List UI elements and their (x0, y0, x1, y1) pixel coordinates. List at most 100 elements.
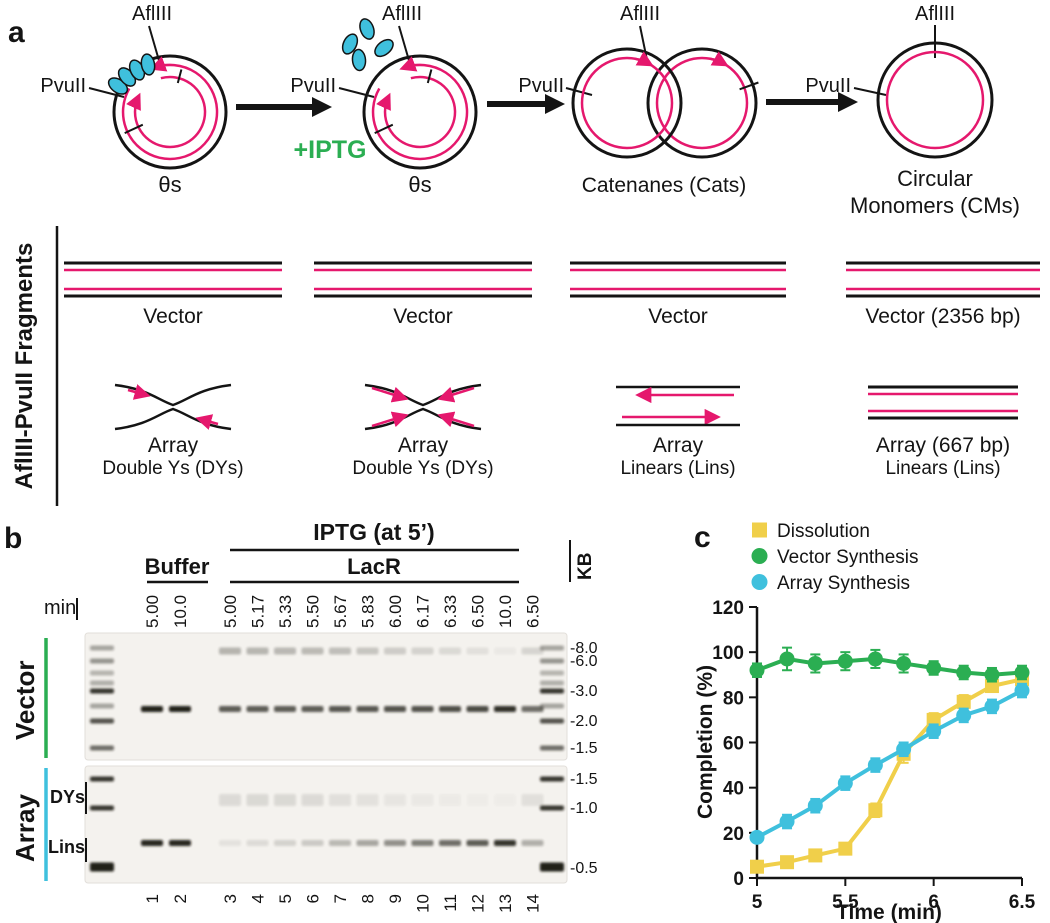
sample-band (411, 647, 434, 655)
sample-band (521, 647, 544, 655)
array-fragment-sublabel: Double Ys (DYs) (102, 458, 243, 479)
gel-surface (84, 765, 568, 884)
sample-band (384, 794, 406, 806)
y-axis-title: Completion (%) (694, 665, 717, 819)
sample-band (411, 840, 434, 846)
size-marker-label: -8.0 (570, 640, 598, 657)
lane-time-label: 6.17 (414, 595, 433, 628)
panel-c-label: c (694, 521, 711, 554)
data-point-square (750, 859, 764, 874)
lane-number-label: 7 (331, 894, 350, 903)
lane-time-label: 10.0 (496, 595, 515, 628)
data-point-square (808, 848, 823, 863)
chart-axes (755, 607, 1022, 880)
aflIII-label: AflIII (132, 3, 172, 25)
synthesis-arrow (371, 411, 409, 428)
step-arrow-2 (487, 94, 565, 114)
y-tick-label: 0 (733, 869, 744, 890)
kb-ladder-label: KB (575, 553, 596, 580)
legend-marker (751, 548, 768, 564)
lane-time-label: 10.0 (171, 595, 190, 628)
data-point-circle (779, 651, 795, 667)
min-axis-label: min (44, 597, 76, 619)
synthesis-arrow (127, 384, 151, 400)
lane-number-label: 14 (524, 894, 543, 913)
ladder-band (90, 862, 114, 872)
theta-released-diagram: AflIII PvuII θs (290, 3, 478, 197)
ladder-band (540, 805, 564, 811)
data-point-circle (749, 829, 765, 845)
data-point-square (868, 803, 883, 818)
size-marker-label: -1.5 (570, 740, 598, 757)
data-point-square (984, 679, 999, 694)
ladder-band (540, 658, 564, 664)
completion-chart: 0 20 40 60 80 100 120 5 5.5 6 6.5 (712, 598, 1035, 913)
data-point-circle (956, 707, 972, 723)
vector-gel-row-label: Vector (10, 661, 40, 741)
array-fragment-sublabel: Linears (Lins) (885, 458, 1000, 479)
synthesis-direction-arrow (709, 51, 729, 67)
array-fragment-sublabel: Double Ys (DYs) (352, 458, 493, 479)
lane-number-label: 4 (249, 894, 268, 903)
data-point-circle (896, 655, 912, 671)
lane-number-label: 11 (441, 894, 460, 912)
x-axis-title: Time (min) (836, 901, 942, 923)
ladder-band (90, 718, 114, 724)
size-marker-label: -6.0 (570, 653, 598, 670)
sample-band (329, 706, 351, 712)
vector-fragment-label: Vector (143, 305, 203, 328)
gel-bands (90, 776, 564, 872)
vector-fragment-label: Vector (2356 bp) (865, 305, 1020, 328)
sample-band (521, 840, 544, 846)
sample-band (169, 706, 191, 712)
catenanes-diagram: AflIII PvuII Catenanes (Cats) (518, 3, 759, 197)
catenane-ring-left (571, 47, 683, 159)
data-point-circle (807, 655, 823, 671)
sample-band (301, 794, 324, 806)
panel-b-label: b (4, 522, 22, 555)
array-fragment-label: Array (398, 434, 449, 457)
arrow-head (838, 92, 858, 112)
ladder-band (540, 670, 564, 676)
size-marker-label: -1.5 (570, 771, 598, 788)
lacr-blob (359, 18, 375, 40)
data-point-square (956, 694, 971, 709)
lane-time-label: 6.50 (469, 595, 488, 628)
ladder-band (540, 680, 564, 686)
panel-c: c Dissolution Vector Synthesis Array Synth… (694, 521, 1036, 923)
restriction-site-tick (176, 69, 183, 84)
sample-band (466, 647, 489, 655)
lane-number-labels: 1 2 3 4 5 6 7 8 9 10 11 12 13 14 (143, 894, 543, 913)
legend-label: Dissolution (777, 521, 870, 542)
sample-band (301, 647, 324, 655)
sample-band (494, 647, 516, 655)
iptg-addition-label: +IPTG (294, 136, 367, 164)
pvuII-site-tick (338, 87, 375, 98)
theta-with-lacr-diagram: AflIII PvuII θs (40, 3, 228, 197)
synthesis-arrow (437, 386, 475, 403)
lane-time-label: 5.67 (331, 595, 350, 628)
pvuII-site-tick (565, 87, 593, 96)
lane-number-label: 9 (386, 894, 405, 903)
ladder-band (540, 718, 564, 724)
data-point-square (926, 712, 941, 727)
sample-band (246, 647, 269, 655)
sample-band (246, 840, 269, 846)
catenane-ring-right-new-strand (655, 56, 749, 150)
vector-fragment-label: Vector (393, 305, 453, 328)
series-line (756, 677, 1023, 869)
lacr-header: LacR (347, 554, 401, 579)
sample-band (439, 840, 461, 846)
sample-band (439, 647, 461, 655)
pvuII-site-tick (853, 87, 887, 96)
data-point-circle (749, 662, 765, 678)
sample-band (439, 794, 461, 806)
ladder-band (540, 745, 564, 751)
series-vector-synthesis (749, 646, 1030, 683)
sample-band (494, 794, 516, 806)
dys-band-label: DYs (50, 787, 85, 807)
array-gel: -1.5 -1.0 -0.5 (84, 765, 598, 884)
data-point-circle (1014, 683, 1030, 699)
arrow-head (312, 97, 332, 117)
